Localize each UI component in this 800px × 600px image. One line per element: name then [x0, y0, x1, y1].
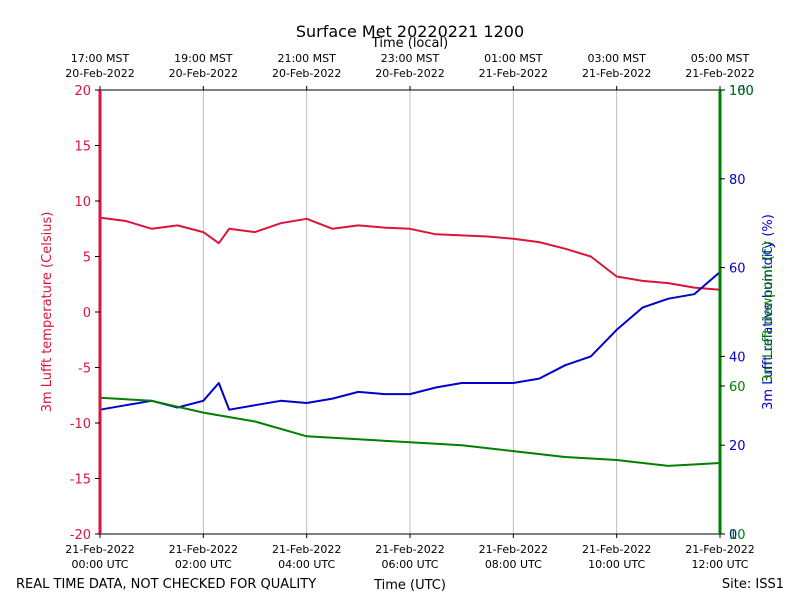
- top-tick-time: 01:00 MST: [484, 52, 543, 65]
- y-axis-label-dewpoint: 3m Lufft dewpoint (C): [761, 241, 776, 383]
- y-tick-label-dewpoint: 160: [729, 84, 754, 99]
- y-tick-label-rh: 60: [729, 262, 746, 277]
- y-axis-label-rh: 3m Lufft relative humidity (%): [761, 214, 776, 410]
- series-line-rh: [99, 271, 721, 411]
- top-tick-date: 21-Feb-2022: [479, 67, 548, 80]
- x-tick-labels: 21-Feb-2022 00:00 UTC 21-Feb-2022 02:00 UTC…: [65, 52, 754, 571]
- y-tick-label-temp: -20: [70, 528, 91, 543]
- top-tick-time: 17:00 MST: [71, 52, 130, 65]
- series-line-temp: [99, 216, 721, 291]
- site-label: Site: ISS1: [722, 577, 784, 592]
- x-tick-date: 21-Feb-2022: [375, 543, 444, 556]
- top-tick-date: 21-Feb-2022: [685, 67, 754, 80]
- y-tick-label-rh: 0: [729, 528, 737, 543]
- x-tick-date: 21-Feb-2022: [65, 543, 134, 556]
- x-tick-time: 04:00 UTC: [278, 558, 335, 571]
- y-tick-label-dewpoint: 60: [729, 380, 746, 395]
- y-axis-labels: 3m Lufft temperature (Celsius) 3m Lufft r…: [40, 212, 776, 413]
- y-tick-label-temp: 20: [74, 84, 91, 99]
- top-tick-date: 20-Feb-2022: [375, 67, 444, 80]
- top-axis-label: Time (local): [371, 36, 448, 51]
- x-tick-date: 21-Feb-2022: [479, 543, 548, 556]
- y-tick-label-rh: 100: [729, 84, 754, 99]
- series-lines: [99, 216, 721, 467]
- top-tick-time: 23:00 MST: [381, 52, 440, 65]
- x-tick-time: 10:00 UTC: [588, 558, 645, 571]
- top-tick-date: 20-Feb-2022: [272, 67, 341, 80]
- x-tick-date: 21-Feb-2022: [169, 543, 238, 556]
- gridlines: [202, 90, 618, 534]
- y-tick-label-temp: 5: [83, 251, 91, 266]
- top-tick-time: 05:00 MST: [691, 52, 750, 65]
- y-tick-label-temp: 0: [83, 306, 91, 321]
- x-tick-date: 21-Feb-2022: [582, 543, 651, 556]
- top-tick-time: 19:00 MST: [174, 52, 233, 65]
- x-tick-time: 06:00 UTC: [381, 558, 438, 571]
- x-tick-time: 12:00 UTC: [691, 558, 748, 571]
- y-axis-label-temp: 3m Lufft temperature (Celsius): [40, 212, 55, 413]
- top-tick-time: 21:00 MST: [277, 52, 336, 65]
- y-tick-label-temp: 15: [74, 140, 91, 155]
- y-tick-label-temp: -5: [78, 362, 91, 377]
- x-tick-date: 21-Feb-2022: [272, 543, 341, 556]
- top-tick-time: 03:00 MST: [587, 52, 646, 65]
- series-line-dewpoint: [99, 396, 721, 467]
- top-tick-date: 20-Feb-2022: [65, 67, 134, 80]
- y-tick-label-dewpoint: 10: [729, 528, 746, 543]
- y-tick-label-rh: 80: [729, 173, 746, 188]
- y-tick-label-temp: -10: [70, 417, 91, 432]
- y-tick-label-rh: 40: [729, 350, 746, 365]
- y-tick-label-temp: 10: [74, 195, 91, 210]
- top-tick-date: 20-Feb-2022: [169, 67, 238, 80]
- x-tick-date: 21-Feb-2022: [685, 543, 754, 556]
- top-tick-date: 21-Feb-2022: [582, 67, 651, 80]
- y-tick-label-temp: -15: [70, 473, 91, 488]
- quality-disclaimer: REAL TIME DATA, NOT CHECKED FOR QUALITY: [16, 577, 316, 592]
- y-tick-label-rh: 20: [729, 439, 746, 454]
- x-tick-time: 08:00 UTC: [485, 558, 542, 571]
- x-axis-label: Time (UTC): [373, 578, 446, 593]
- y-tick-labels: -20 -15 -10 -5 0 5 10 15 20 0 20 40 60 80 100 10 60 160: [70, 84, 754, 543]
- chart-title: Surface Met 20220221 1200: [296, 22, 524, 41]
- x-tick-time: 00:00 UTC: [71, 558, 128, 571]
- x-tick-time: 02:00 UTC: [175, 558, 232, 571]
